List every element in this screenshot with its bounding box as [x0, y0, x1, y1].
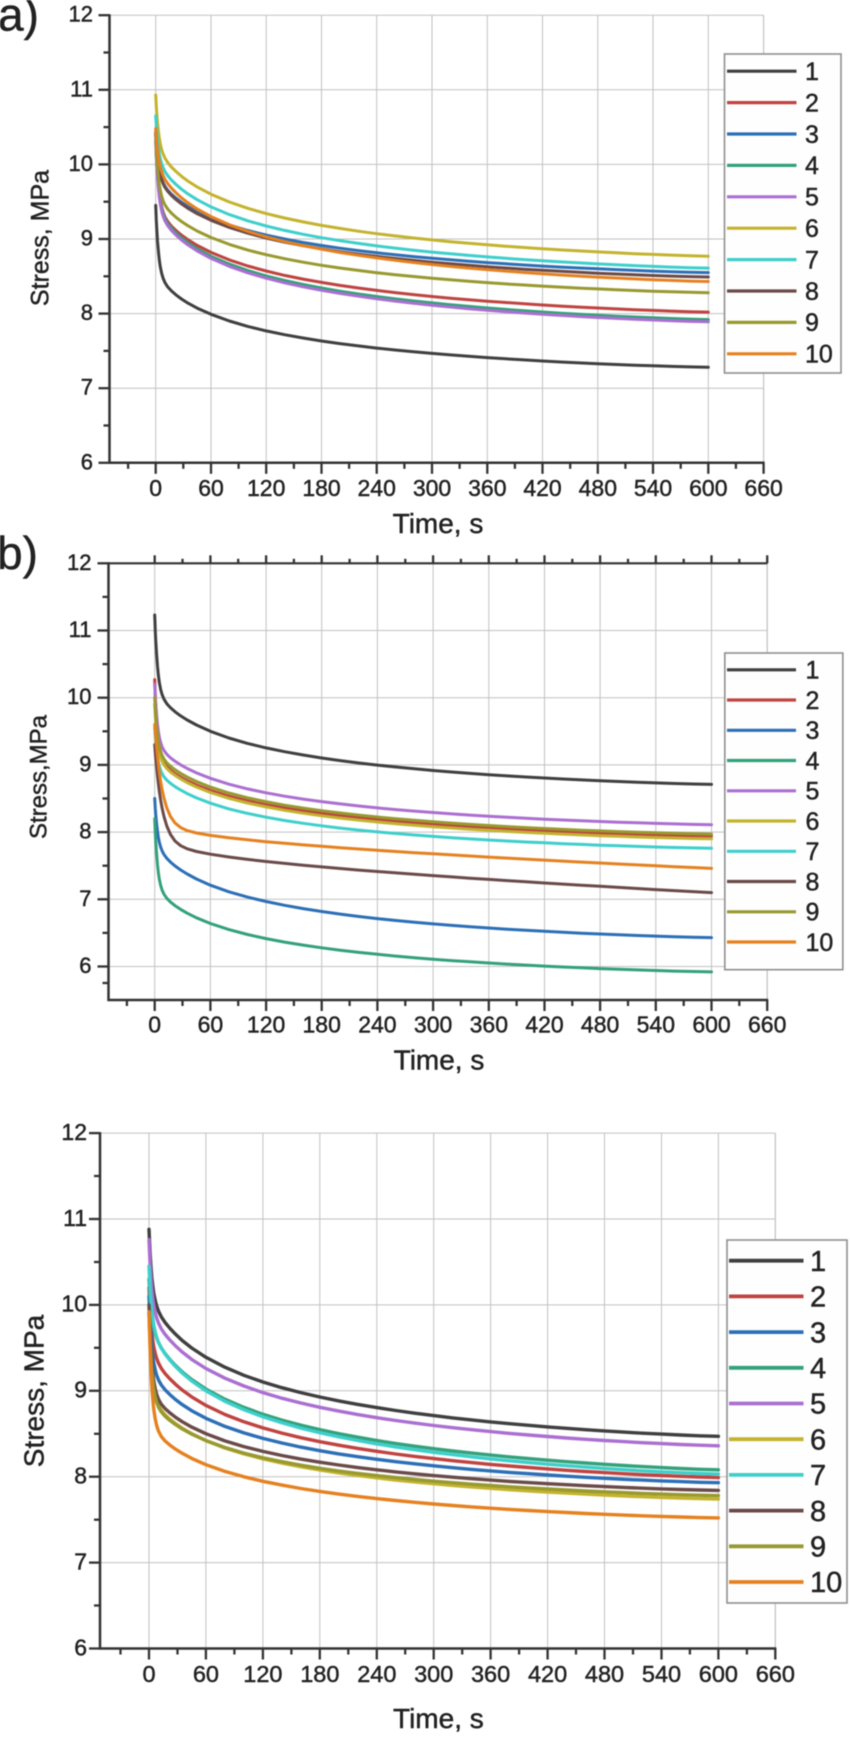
svg-text:12: 12: [61, 1119, 87, 1145]
svg-text:60: 60: [198, 1012, 224, 1038]
svg-text:360: 360: [470, 1012, 508, 1038]
svg-text:Time, s: Time, s: [394, 1045, 485, 1076]
svg-text:240: 240: [358, 475, 396, 501]
svg-text:120: 120: [243, 1661, 282, 1687]
svg-text:7: 7: [81, 375, 93, 400]
svg-text:5: 5: [810, 1389, 826, 1421]
svg-text:660: 660: [744, 475, 782, 501]
svg-text:0: 0: [142, 1661, 155, 1687]
svg-text:2: 2: [806, 687, 820, 715]
svg-text:120: 120: [247, 1012, 285, 1038]
svg-text:10: 10: [61, 1291, 87, 1317]
svg-text:7: 7: [74, 1548, 87, 1574]
svg-text:180: 180: [302, 475, 340, 501]
svg-text:240: 240: [357, 1661, 396, 1687]
svg-text:11: 11: [63, 1205, 87, 1231]
svg-text:11: 11: [69, 617, 92, 642]
svg-text:540: 540: [642, 1661, 681, 1687]
svg-text:300: 300: [414, 1012, 452, 1038]
svg-text:180: 180: [300, 1661, 339, 1687]
svg-text:1: 1: [810, 1246, 826, 1278]
svg-text:12: 12: [67, 550, 91, 575]
svg-text:420: 420: [523, 475, 561, 501]
svg-text:9: 9: [806, 899, 820, 927]
svg-text:5: 5: [806, 778, 820, 806]
svg-text:4: 4: [810, 1353, 826, 1385]
svg-text:8: 8: [805, 278, 819, 306]
svg-text:180: 180: [303, 1012, 341, 1038]
svg-text:9: 9: [810, 1532, 826, 1564]
svg-text:6: 6: [74, 1634, 87, 1660]
svg-text:540: 540: [637, 1012, 675, 1038]
svg-text:420: 420: [525, 1012, 563, 1038]
svg-text:420: 420: [528, 1661, 567, 1687]
svg-text:10: 10: [810, 1567, 842, 1599]
svg-text:7: 7: [806, 838, 820, 866]
svg-text:8: 8: [810, 1496, 826, 1528]
svg-text:660: 660: [748, 1012, 786, 1038]
svg-text:480: 480: [579, 475, 617, 501]
svg-text:2: 2: [805, 89, 819, 117]
svg-text:9: 9: [805, 309, 819, 337]
svg-text:1: 1: [806, 657, 820, 685]
svg-text:660: 660: [756, 1661, 795, 1687]
svg-text:12: 12: [69, 2, 93, 27]
svg-text:8: 8: [74, 1463, 87, 1489]
svg-text:0: 0: [148, 1012, 161, 1038]
svg-text:Stress, MPa: Stress, MPa: [27, 170, 55, 306]
svg-text:10: 10: [806, 929, 834, 957]
svg-text:6: 6: [806, 808, 820, 836]
svg-text:b): b): [0, 527, 38, 579]
svg-text:60: 60: [198, 475, 224, 501]
svg-text:60: 60: [193, 1661, 219, 1687]
svg-text:10: 10: [805, 341, 833, 369]
svg-text:8: 8: [79, 819, 91, 844]
svg-text:6: 6: [79, 953, 91, 978]
svg-text:2: 2: [810, 1282, 826, 1314]
svg-text:600: 600: [692, 1012, 730, 1038]
svg-text:7: 7: [79, 886, 91, 911]
svg-text:9: 9: [74, 1377, 87, 1403]
svg-text:9: 9: [81, 226, 93, 251]
svg-text:10: 10: [67, 684, 91, 709]
svg-text:4: 4: [805, 152, 819, 180]
svg-text:6: 6: [810, 1424, 826, 1456]
svg-text:480: 480: [585, 1661, 624, 1687]
svg-text:3: 3: [806, 717, 820, 745]
svg-text:600: 600: [699, 1661, 738, 1687]
svg-text:Time, s: Time, s: [393, 1703, 484, 1734]
svg-text:3: 3: [810, 1317, 826, 1349]
svg-text:11: 11: [70, 76, 93, 101]
svg-text:Time, s: Time, s: [393, 508, 484, 539]
svg-text:5: 5: [805, 184, 819, 212]
svg-text:600: 600: [689, 475, 727, 501]
svg-text:120: 120: [247, 475, 285, 501]
svg-text:300: 300: [414, 1661, 453, 1687]
svg-text:360: 360: [471, 1661, 510, 1687]
svg-text:3: 3: [805, 121, 819, 149]
svg-text:6: 6: [81, 449, 93, 474]
svg-text:300: 300: [413, 475, 451, 501]
svg-text:10: 10: [69, 151, 93, 176]
svg-text:7: 7: [810, 1460, 826, 1492]
svg-text:4: 4: [806, 747, 820, 775]
svg-text:8: 8: [806, 868, 820, 896]
svg-text:240: 240: [358, 1012, 396, 1038]
svg-text:480: 480: [581, 1012, 619, 1038]
svg-text:8: 8: [81, 300, 93, 325]
svg-text:Stress, MPa: Stress, MPa: [18, 1314, 49, 1467]
svg-text:6: 6: [805, 215, 819, 243]
svg-text:360: 360: [468, 475, 506, 501]
svg-text:540: 540: [634, 475, 672, 501]
svg-text:0: 0: [149, 475, 162, 501]
svg-text:a): a): [0, 0, 39, 40]
svg-text:Stress,MPa: Stress,MPa: [25, 714, 52, 839]
svg-text:9: 9: [79, 751, 91, 776]
svg-text:1: 1: [805, 58, 819, 86]
svg-text:7: 7: [805, 246, 819, 274]
